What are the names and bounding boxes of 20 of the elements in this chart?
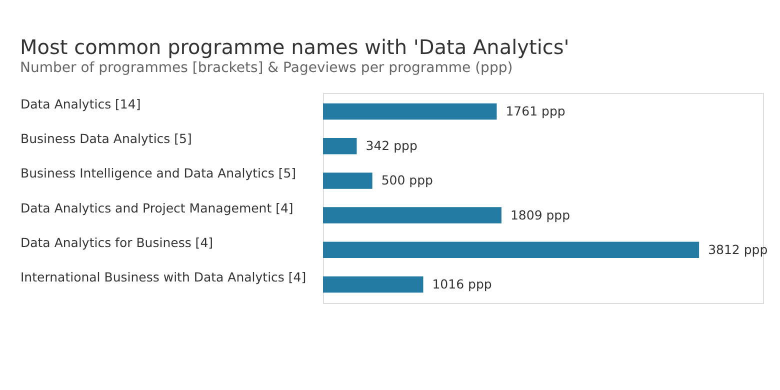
- y-tick-label: Data Analytics [14]: [20, 96, 141, 112]
- data-label: 3812 ppp: [708, 242, 768, 257]
- bar: [323, 276, 424, 293]
- data-label: 1809 ppp: [510, 207, 570, 222]
- y-tick-label: Data Analytics for Business [4]: [20, 234, 214, 250]
- bar: [323, 103, 497, 120]
- bar: [323, 172, 372, 189]
- bar: [323, 242, 700, 258]
- chart-title: Most common programme names with 'Data Analytics': [20, 35, 570, 59]
- y-tick-label: Data Analytics and Project Management [4]: [20, 200, 294, 216]
- data-label: 1016 ppp: [432, 276, 492, 292]
- data-label: 500 ppp: [381, 172, 434, 188]
- data-label: 1761 ppp: [506, 104, 566, 119]
- bar: [323, 138, 357, 154]
- bar: [323, 207, 502, 224]
- chart-subtitle: Number of programmes [brackets] & Pageviews per programme (ppp): [20, 60, 513, 76]
- data-label: 342 ppp: [366, 138, 418, 154]
- y-tick-label: Business Data Analytics [5]: [20, 131, 192, 146]
- y-tick-label: Business Intelligence and Data Analytics [5]: [20, 166, 296, 181]
- y-tick-label: International Business with Data Analytics [4]: [20, 269, 306, 284]
